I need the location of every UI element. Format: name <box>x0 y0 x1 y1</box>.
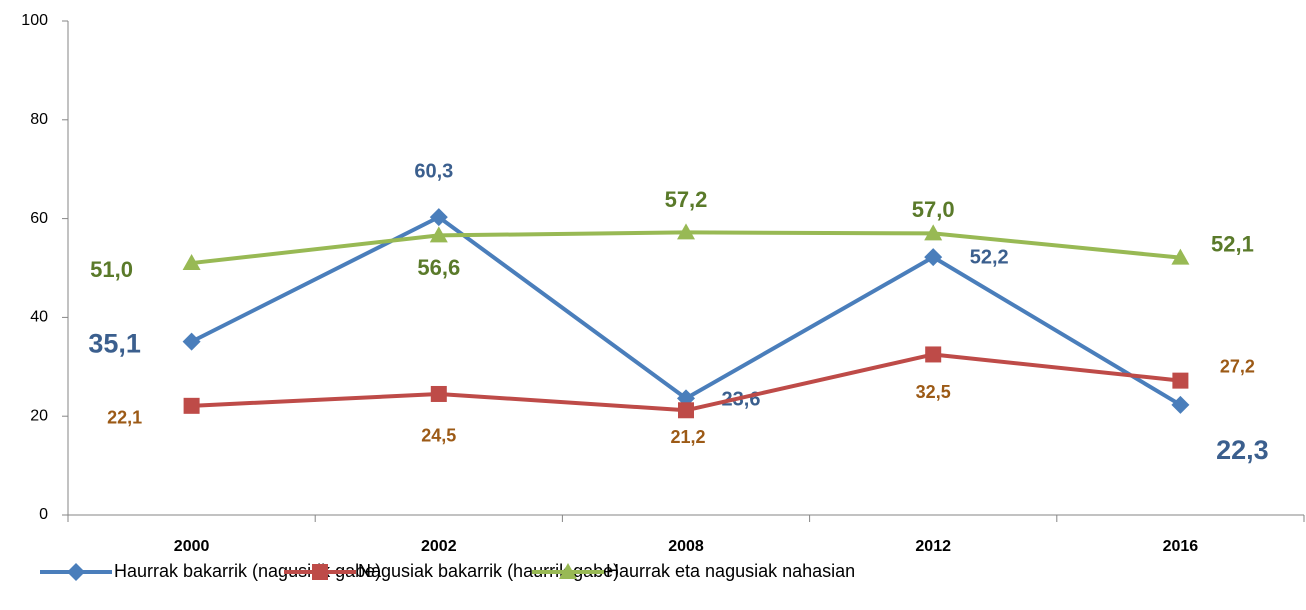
y-tick-label: 100 <box>21 12 48 29</box>
data-point <box>678 402 694 419</box>
legend-label: Nagusiak bakarrik (haurrik gabe) <box>358 561 619 581</box>
data-label: 32,5 <box>916 382 951 402</box>
data-label: 57,2 <box>665 187 708 212</box>
data-label: 24,5 <box>421 426 456 446</box>
data-point <box>182 254 201 271</box>
data-point <box>924 224 943 241</box>
data-point <box>924 248 943 267</box>
data-point <box>1171 395 1190 414</box>
y-tick-label: 0 <box>39 506 48 523</box>
x-tick-label: 2000 <box>174 538 210 555</box>
legend-marker <box>312 564 328 580</box>
legend-label: Haurrak eta nagusiak nahasian <box>606 561 855 581</box>
y-tick-label: 40 <box>30 309 48 326</box>
legend-marker <box>67 563 85 581</box>
x-tick-label: 2002 <box>421 538 457 555</box>
data-point <box>429 208 448 227</box>
data-label: 52,1 <box>1211 231 1254 256</box>
x-tick-label: 2016 <box>1163 538 1199 555</box>
y-tick-label: 80 <box>30 111 48 128</box>
data-label: 22,1 <box>107 408 142 428</box>
y-tick-label: 60 <box>30 210 48 227</box>
data-label: 51,0 <box>90 257 133 282</box>
legend-marker <box>559 563 577 579</box>
data-point <box>677 223 695 240</box>
data-point <box>430 385 447 402</box>
data-label: 56,6 <box>417 255 460 280</box>
data-point <box>925 346 942 363</box>
data-label: 22,3 <box>1216 435 1269 465</box>
data-label: 57,0 <box>912 197 955 222</box>
data-point <box>1172 372 1189 389</box>
x-tick-label: 2008 <box>668 538 704 555</box>
data-point <box>182 332 201 351</box>
data-label: 35,1 <box>88 329 141 359</box>
data-label: 60,3 <box>414 160 453 182</box>
data-point <box>183 397 200 414</box>
data-point <box>1171 248 1190 265</box>
data-label: 27,2 <box>1220 356 1255 376</box>
data-point <box>429 226 448 243</box>
x-tick-label: 2012 <box>915 538 951 555</box>
data-label: 21,2 <box>670 427 705 447</box>
data-label: 52,2 <box>970 246 1009 268</box>
y-tick-label: 20 <box>30 407 48 424</box>
